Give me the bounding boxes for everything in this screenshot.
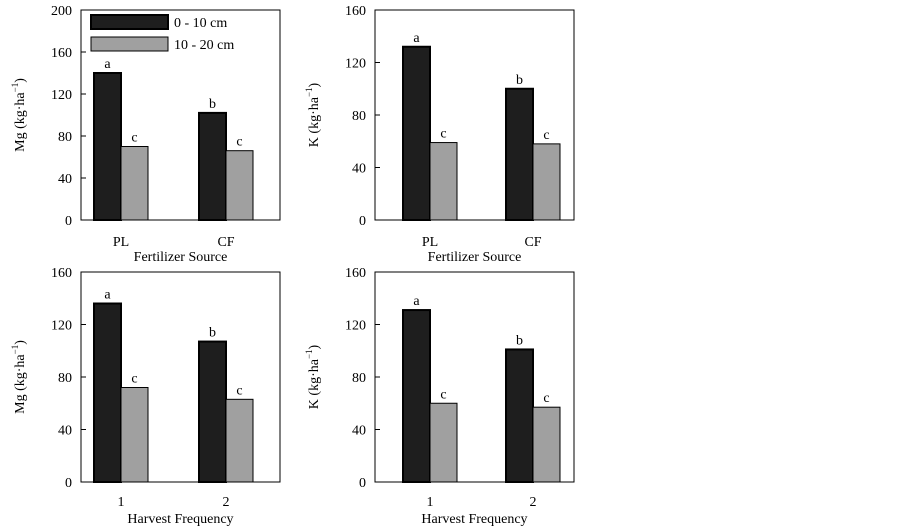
y-tick-label: 40 (352, 162, 366, 177)
x-axis-title: Fertilizer Source (134, 250, 228, 265)
bar-light-2 (225, 398, 254, 483)
x-tick-label: PL (113, 235, 129, 250)
x-tick-label: PL (422, 235, 438, 250)
significance-label: c (131, 372, 137, 387)
bar-dark-PL (402, 45, 431, 221)
bar-dark-1 (402, 309, 431, 483)
legend: 0 - 10 cm 10 - 20 cm (90, 14, 234, 53)
y-tick-label: 40 (352, 424, 366, 439)
y-tick-label: 0 (65, 476, 72, 491)
x-axis-title: Fertilizer Source (428, 250, 522, 265)
y-tick-label: 120 (51, 319, 72, 334)
legend-swatch-0 (90, 14, 169, 30)
bar-light-CF (225, 150, 254, 221)
y-tick-label: 200 (51, 4, 72, 19)
x-axis-title: Harvest Frequency (127, 512, 233, 527)
significance-label: c (236, 135, 242, 150)
y-tick-label: 40 (58, 172, 72, 187)
y-tick-label: 0 (359, 214, 366, 229)
legend-swatch-1 (90, 36, 169, 52)
chart-panel-bottom-left: a c b c 0 40 80 120 160 1 2 Harvest Frequency Mg (kg… (10, 266, 281, 527)
y-axis-title: K (kg·ha−1) (304, 82, 322, 147)
bar-dark-2 (198, 340, 227, 483)
significance-label: c (131, 131, 137, 146)
y-tick-label: 160 (51, 266, 72, 281)
significance-label: c (543, 128, 549, 143)
significance-label: a (413, 31, 420, 46)
bar-light-1 (120, 387, 149, 483)
significance-label: a (104, 288, 111, 303)
legend-label: 10 - 20 cm (174, 38, 234, 53)
y-tick-label: 80 (58, 371, 72, 386)
y-tick-label: 40 (58, 424, 72, 439)
bar-light-CF (532, 143, 561, 221)
significance-label: c (236, 383, 242, 398)
significance-label: b (516, 333, 523, 348)
bar-dark-CF (505, 87, 534, 221)
x-tick-label: 1 (118, 495, 125, 510)
y-tick-label: 80 (352, 371, 366, 386)
x-tick-label: 2 (223, 495, 230, 510)
y-tick-label: 0 (359, 476, 366, 491)
significance-label: c (440, 387, 446, 402)
y-tick-label: 120 (51, 88, 72, 103)
y-tick-label: 120 (345, 57, 366, 72)
y-tick-label: 160 (51, 46, 72, 61)
y-tick-label: 0 (65, 214, 72, 229)
significance-label: b (209, 326, 216, 341)
bar-light-1 (429, 402, 458, 483)
y-axis-title: Mg (kg·ha−1) (10, 340, 28, 414)
plot-frame (80, 9, 281, 221)
x-axis-title: Harvest Frequency (421, 512, 527, 527)
bar-light-PL (120, 146, 149, 221)
bar-light-2 (532, 406, 561, 483)
bar-dark-PL (93, 72, 122, 221)
bar-dark-CF (198, 111, 227, 221)
significance-label: c (543, 391, 549, 406)
bar-light-PL (429, 142, 458, 221)
y-tick-label: 80 (58, 130, 72, 145)
y-tick-label: 80 (352, 109, 366, 124)
significance-label: c (440, 127, 446, 142)
significance-label: b (516, 73, 523, 88)
x-tick-label: 1 (427, 495, 434, 510)
y-axis-title: K (kg·ha−1) (304, 344, 322, 409)
legend-label: 0 - 10 cm (174, 16, 227, 31)
x-tick-label: CF (217, 235, 234, 250)
bar-dark-1 (93, 302, 122, 483)
y-tick-label: 160 (345, 4, 366, 19)
y-tick-label: 120 (345, 319, 366, 334)
y-axis-title: Mg (kg·ha−1) (10, 78, 28, 152)
bar-dark-2 (505, 348, 534, 483)
significance-label: b (209, 97, 216, 112)
y-tick-label: 160 (345, 266, 366, 281)
x-tick-label: CF (524, 235, 541, 250)
x-tick-label: 2 (530, 495, 537, 510)
significance-label: a (104, 57, 111, 72)
significance-label: a (413, 294, 420, 309)
